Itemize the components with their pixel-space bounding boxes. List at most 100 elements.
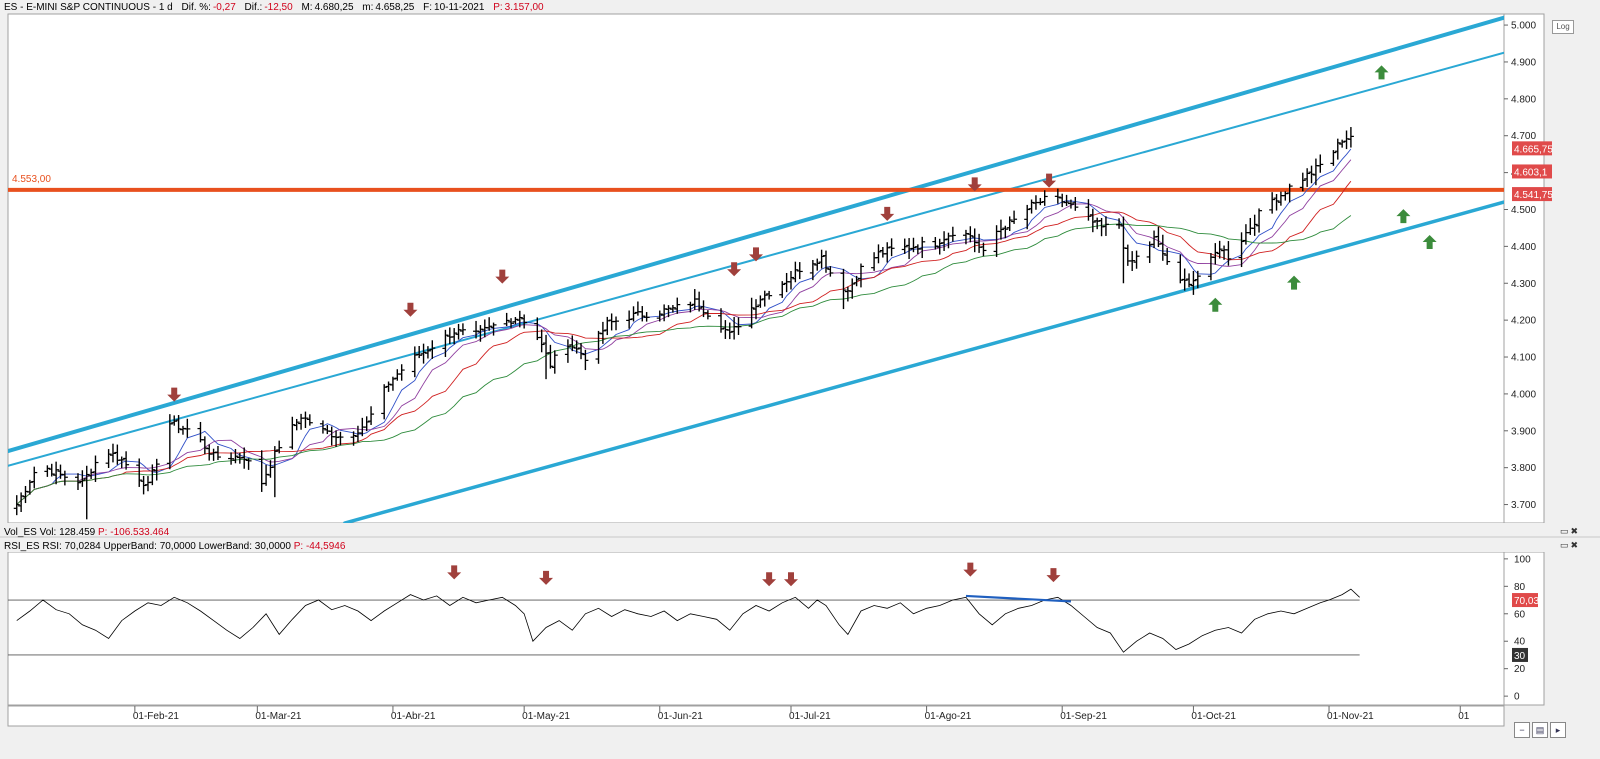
ohlc-bar (1238, 232, 1245, 268)
ohlc-bar (1006, 216, 1013, 231)
ohlc-bar (967, 226, 974, 243)
ohlc-bar (123, 451, 130, 470)
volume-window-buttons[interactable]: ▭✖ (1560, 526, 1581, 536)
ohlc-bar (997, 219, 1004, 240)
rsi-tick-label: 80 (1514, 582, 1526, 593)
ohlc-bar (293, 418, 300, 431)
ohlc-bar (1225, 241, 1232, 266)
date-tick-label: 01-May-21 (522, 711, 570, 722)
date-tick-label: 01-Nov-21 (1327, 711, 1374, 722)
ohlc-bar (175, 415, 182, 434)
ohlc-bar (140, 475, 147, 495)
ohlc-bar (901, 238, 908, 254)
price-axis-area (1503, 13, 1545, 524)
volume-name: Vol_ES (4, 527, 37, 538)
price-plot-group (8, 15, 1504, 523)
zoom-out-icon[interactable]: − (1514, 722, 1530, 738)
ohlc-bar (136, 458, 143, 487)
price-tick-label: 3.800 (1511, 463, 1536, 474)
ohlc-bar (26, 479, 33, 495)
ohlc-bar (822, 250, 829, 273)
ohlc-bar (368, 406, 375, 425)
rsi-down-arrow-icon (539, 570, 554, 585)
ohlc-bar (74, 473, 81, 491)
ohlc-bar (639, 306, 646, 322)
ohlc-bar (613, 316, 620, 331)
min-value: 4.658,25 (375, 2, 415, 13)
rsi-window-buttons[interactable]: ▭✖ (1560, 540, 1581, 550)
dif-value: -12,50 (264, 2, 293, 13)
price-tick-label: 4.100 (1511, 353, 1536, 364)
rsi-down-arrow-icon (963, 562, 978, 577)
chart-nav-buttons: − ▤ ▸ (1514, 722, 1566, 738)
ohlc-bar (1129, 251, 1136, 271)
ohlc-bar (538, 329, 545, 353)
down-arrow-icon (880, 206, 895, 221)
price-tick-label: 4.200 (1511, 316, 1536, 327)
ohlc-bar (1011, 210, 1018, 224)
ohlc-bar (735, 317, 742, 335)
rsi-line (16, 588, 1360, 653)
ohlc-bar (849, 278, 856, 299)
price-tick-label: 4.500 (1511, 205, 1536, 216)
ohlc-bar (1028, 199, 1035, 214)
up-arrow-icon (1287, 275, 1302, 290)
log-scale-button[interactable]: Log (1552, 20, 1574, 34)
upper-band-value: 70,0000 (159, 541, 196, 552)
ohlc-bar (228, 452, 235, 465)
ohlc-bar (792, 261, 799, 283)
price-plot-area (7, 13, 1505, 524)
ohlc-bar (704, 310, 711, 320)
ohlc-bar (276, 440, 283, 454)
price-tick-label: 4.700 (1511, 131, 1536, 142)
date-tick-label: 01-Abr-21 (391, 711, 436, 722)
lower-band-label: LowerBand: (198, 541, 252, 552)
rsi-tick-label: 40 (1514, 637, 1526, 648)
ohlc-bar (1164, 247, 1171, 265)
ohlc-bar (109, 443, 116, 463)
ohlc-bar (1251, 214, 1258, 236)
date-tick-label: 01-Jul-21 (789, 711, 831, 722)
rsi-tick-label: 60 (1514, 609, 1526, 620)
rsi-p-label: P: (293, 541, 304, 552)
ohlc-bar (459, 323, 466, 336)
ohlc-bar (599, 321, 606, 344)
volume-header: Vol_ES Vol: 128.459 P: -106.533.464 (4, 527, 169, 538)
date-tick-label: 01-Sep-21 (1060, 711, 1107, 722)
volume-label: Vol: (39, 527, 57, 538)
ohlc-bar (564, 339, 571, 363)
ohlc-bar (980, 242, 987, 257)
ohlc-bars (13, 127, 1354, 520)
ohlc-bar (385, 381, 392, 392)
ohlc-bar (61, 470, 68, 486)
ohlc-bar (105, 449, 112, 468)
moving-average-ma_green (16, 215, 1352, 505)
chart-settings-icon[interactable]: ▤ (1532, 722, 1548, 738)
ohlc-bar (302, 411, 309, 429)
ohlc-bar (547, 344, 554, 369)
ohlc-bar (424, 346, 431, 359)
ohlc-bar (289, 416, 296, 450)
ohlc-bar (416, 345, 423, 359)
price-tick-label: 3.900 (1511, 426, 1536, 437)
ohlc-bar (18, 492, 25, 513)
ohlc-bar (748, 297, 755, 329)
down-arrow-icon (727, 262, 742, 277)
ohlc-bar (149, 464, 156, 486)
moving-average-ma_red (16, 180, 1352, 505)
scroll-right-icon[interactable]: ▸ (1550, 722, 1566, 738)
ohlc-bar (306, 414, 313, 426)
ohlc-bar (92, 455, 99, 482)
ohlc-bar (48, 463, 55, 477)
ohlc-bar (1116, 218, 1123, 229)
price-tick-label: 4.000 (1511, 389, 1536, 400)
ohlc-bar (1330, 150, 1337, 166)
ohlc-bar (184, 418, 191, 438)
ohlc-bar (857, 263, 864, 288)
down-arrow-icon (749, 247, 763, 262)
ohlc-bar (761, 290, 768, 307)
ohlc-bar (643, 312, 650, 322)
rsi-tick-label: 0 (1514, 692, 1520, 703)
ohlc-bar (665, 305, 672, 318)
ohlc-bar (13, 495, 20, 516)
